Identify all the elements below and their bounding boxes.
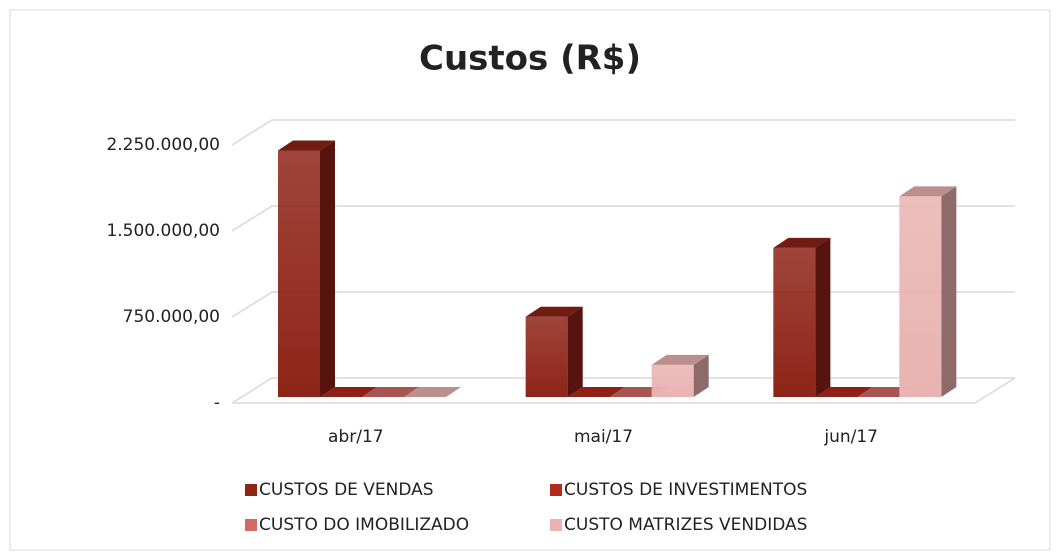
- floor-edge: [232, 377, 1016, 404]
- bar-top-shade: [773, 237, 831, 248]
- bar-top-shade: [278, 140, 335, 151]
- bar-top: [815, 387, 873, 397]
- bar-side-shade: [320, 140, 335, 397]
- bar-side-shade: [815, 237, 831, 397]
- legend-label: CUSTOS DE INVESTIMENTOS: [564, 480, 807, 500]
- bar: [773, 247, 816, 397]
- legend-label: CUSTO DO IMOBILIZADO: [259, 515, 469, 535]
- bar: [525, 316, 568, 397]
- grid-line: [231, 205, 1015, 232]
- grid-line: [231, 291, 1015, 318]
- bar-top-shade: [899, 186, 957, 197]
- bar-top-shade: [320, 387, 377, 397]
- bar-top: [404, 387, 461, 397]
- bar-top: [320, 387, 377, 397]
- y-tick-label: 2.250.000,00: [106, 135, 220, 155]
- y-tick-label: 750.000,00: [123, 307, 220, 327]
- legend-label: CUSTOS DE VENDAS: [259, 480, 434, 500]
- bar-top-shade: [525, 306, 583, 317]
- bar-top: [362, 387, 419, 397]
- bar-top: [651, 354, 709, 365]
- legend-swatch: [245, 519, 257, 531]
- chart-border: [9, 9, 1051, 551]
- bar-side: [815, 237, 831, 397]
- legend-label: CUSTO MATRIZES VENDIDAS: [564, 515, 807, 535]
- x-tick-label: abr/17: [328, 427, 384, 447]
- x-tick-label: mai/17: [574, 427, 633, 447]
- bar-side-shade: [941, 186, 957, 397]
- bar-top-shade: [651, 354, 709, 365]
- legend-swatch: [550, 484, 562, 496]
- bar-side: [693, 354, 709, 397]
- y-tick-label: -: [214, 393, 220, 413]
- bar-side: [567, 306, 583, 397]
- chart-title: Custos (R$): [419, 39, 641, 79]
- bar-top-shade: [567, 387, 625, 397]
- bar-top: [567, 387, 625, 397]
- y-tick-label: 1.500.000,00: [106, 221, 220, 241]
- grid-line: [231, 377, 1015, 404]
- bar-top: [899, 186, 957, 197]
- legend-swatch: [245, 484, 257, 496]
- bar: [278, 150, 320, 397]
- bar-top: [278, 140, 335, 151]
- bar-side-shade: [567, 306, 583, 397]
- grid-line: [231, 119, 1015, 146]
- x-tick-label: jun/17: [823, 427, 878, 447]
- legend-swatch: [550, 519, 562, 531]
- bar: [651, 364, 694, 397]
- bar-top: [773, 237, 831, 248]
- bar-top-shade: [815, 387, 873, 397]
- bar-side: [941, 186, 957, 397]
- bar-top: [525, 306, 583, 317]
- bar: [899, 196, 942, 397]
- bar-top-shade: [404, 387, 461, 397]
- bar-top-shade: [362, 387, 419, 397]
- bar-side-shade: [693, 354, 709, 397]
- bar-side: [320, 140, 335, 397]
